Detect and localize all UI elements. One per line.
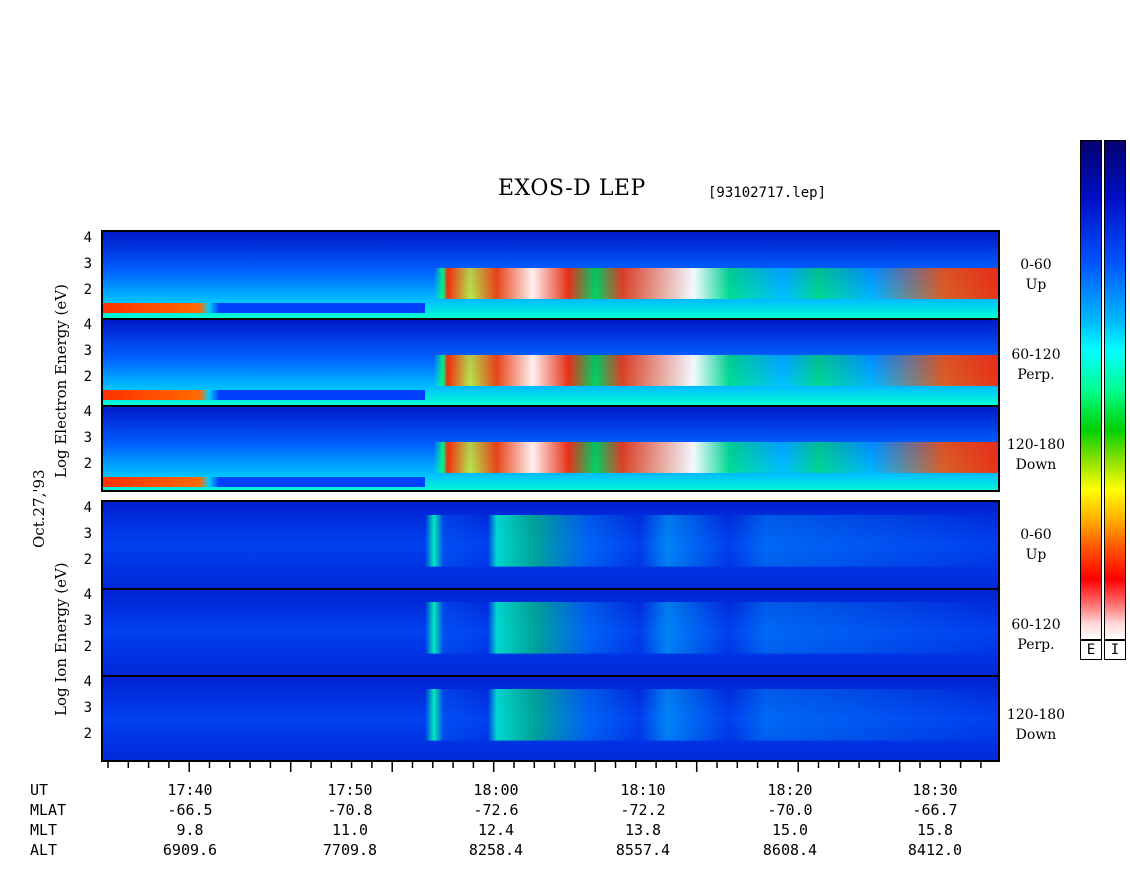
y-tick-label: 2: [83, 282, 92, 298]
channel-label: 120-180 Down: [996, 705, 1076, 745]
y-tick-label: 4: [83, 317, 92, 333]
channel-separator: [103, 405, 998, 407]
file-id: [93102717.lep]: [708, 185, 827, 201]
channel-range: 0-60: [1020, 527, 1052, 543]
time-axis: [107, 762, 982, 772]
ion-channel-strip: [103, 589, 998, 675]
ion-colorbar: [1104, 140, 1126, 640]
ion-channel-strip: [103, 676, 998, 760]
electron-channel-strip: [103, 319, 998, 405]
channel-direction: Perp.: [1017, 367, 1055, 383]
date-label: Oct.27,'93: [30, 469, 48, 548]
ephemeris-value: -70.0: [767, 801, 813, 819]
ephemeris-value: -72.2: [620, 801, 666, 819]
ephemeris-value: -70.8: [327, 801, 373, 819]
ephemeris-value: 18:00: [473, 781, 519, 799]
channel-direction: Up: [1025, 277, 1047, 293]
ephemeris-value: 8608.4: [762, 841, 818, 859]
ion-colorbar-label: I: [1104, 640, 1126, 660]
channel-separator: [103, 675, 998, 677]
ephemeris-value: -66.7: [912, 801, 958, 819]
channel-label: 60-120 Perp.: [996, 345, 1076, 385]
ion-axis-label: Log Ion Energy (eV): [52, 562, 70, 716]
channel-direction: Perp.: [1017, 637, 1055, 653]
channel-direction: Up: [1025, 547, 1047, 563]
ephemeris-value: -66.5: [167, 801, 213, 819]
ephemeris-value: 8258.4: [468, 841, 524, 859]
ephemeris-value: 8412.0: [907, 841, 963, 859]
channel-range: 60-120: [1011, 347, 1061, 363]
y-tick-label: 3: [83, 430, 92, 446]
y-tick-label: 2: [83, 369, 92, 385]
ephemeris-value: 12.4: [477, 821, 515, 839]
ephemeris-value: -72.6: [473, 801, 519, 819]
ephemeris-value: 18:20: [767, 781, 813, 799]
electron-axis-label: Log Electron Energy (eV): [52, 284, 70, 478]
y-tick-label: 2: [83, 552, 92, 568]
channel-separator: [103, 318, 998, 320]
y-tick-label: 2: [83, 456, 92, 472]
ephemeris-row-label: UT: [30, 781, 49, 799]
electron-spectrogram-panel: [101, 230, 1000, 492]
ephemeris-value: 18:30: [912, 781, 958, 799]
y-tick-label: 3: [83, 700, 92, 716]
channel-label: 60-120 Perp.: [996, 615, 1076, 655]
channel-label: 120-180 Down: [996, 435, 1076, 475]
y-tick-label: 4: [83, 674, 92, 690]
channel-direction: Down: [1015, 457, 1057, 473]
channel-label: 0-60 Up: [996, 255, 1076, 295]
y-tick-label: 3: [83, 343, 92, 359]
y-tick-label: 2: [83, 639, 92, 655]
ephemeris-value: 15.8: [916, 821, 954, 839]
electron-channel-strip: [103, 406, 998, 490]
channel-direction: Down: [1015, 727, 1057, 743]
ephemeris-row-label: ALT: [30, 841, 58, 859]
ephemeris-value: 8557.4: [615, 841, 671, 859]
y-tick-label: 4: [83, 500, 92, 516]
electron-colorbar: [1080, 140, 1102, 640]
ephemeris-row-label: MLAT: [30, 801, 67, 819]
ephemeris-value: 15.0: [771, 821, 809, 839]
y-tick-label: 3: [83, 256, 92, 272]
chart-title: EXOS-D LEP: [498, 176, 646, 201]
electron-colorbar-label: E: [1080, 640, 1102, 660]
channel-separator: [103, 588, 998, 590]
y-tick-label: 4: [83, 404, 92, 420]
ion-spectrogram-panel: [101, 500, 1000, 762]
channel-range: 120-180: [1006, 707, 1066, 723]
y-tick-label: 3: [83, 613, 92, 629]
channel-label: 0-60 Up: [996, 525, 1076, 565]
y-tick-label: 4: [83, 230, 92, 246]
ephemeris-value: 13.8: [624, 821, 662, 839]
channel-range: 60-120: [1011, 617, 1061, 633]
ephemeris-value: 7709.8: [322, 841, 378, 859]
ephemeris-value: 9.8: [176, 821, 204, 839]
ion-channel-strip: [103, 502, 998, 588]
y-tick-label: 2: [83, 726, 92, 742]
channel-range: 0-60: [1020, 257, 1052, 273]
ephemeris-value: 11.0: [331, 821, 369, 839]
ephemeris-row-label: MLT: [30, 821, 58, 839]
y-tick-label: 4: [83, 587, 92, 603]
ephemeris-value: 18:10: [620, 781, 666, 799]
electron-channel-strip: [103, 232, 998, 318]
y-tick-label: 3: [83, 526, 92, 542]
ephemeris-value: 6909.6: [162, 841, 218, 859]
ephemeris-value: 17:40: [167, 781, 213, 799]
channel-range: 120-180: [1006, 437, 1066, 453]
ephemeris-value: 17:50: [327, 781, 373, 799]
